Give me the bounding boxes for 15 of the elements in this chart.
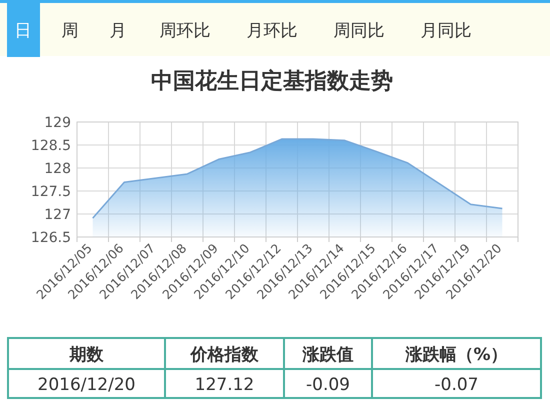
y-tick-label: 128 (44, 161, 71, 177)
text: -0.07 (434, 375, 478, 395)
text: 价格指数 (190, 345, 260, 365)
y-tick-label: 127.5 (30, 184, 71, 200)
text: 涨跌值 (302, 345, 354, 365)
y-tick-label: 126.5 (30, 230, 71, 246)
y-tick-label: 129 (44, 115, 71, 131)
text: 2016/12/20 (38, 375, 136, 395)
text: 涨跌幅（%） (404, 345, 508, 365)
chart-title: 中国花生日定基指数走势 (151, 68, 393, 94)
y-tick-label: 127 (44, 207, 71, 223)
text: 127.12 (194, 375, 254, 395)
y-tick-label: 128.5 (30, 138, 71, 154)
text: 期数 (68, 345, 104, 365)
text: -0.09 (306, 375, 350, 395)
